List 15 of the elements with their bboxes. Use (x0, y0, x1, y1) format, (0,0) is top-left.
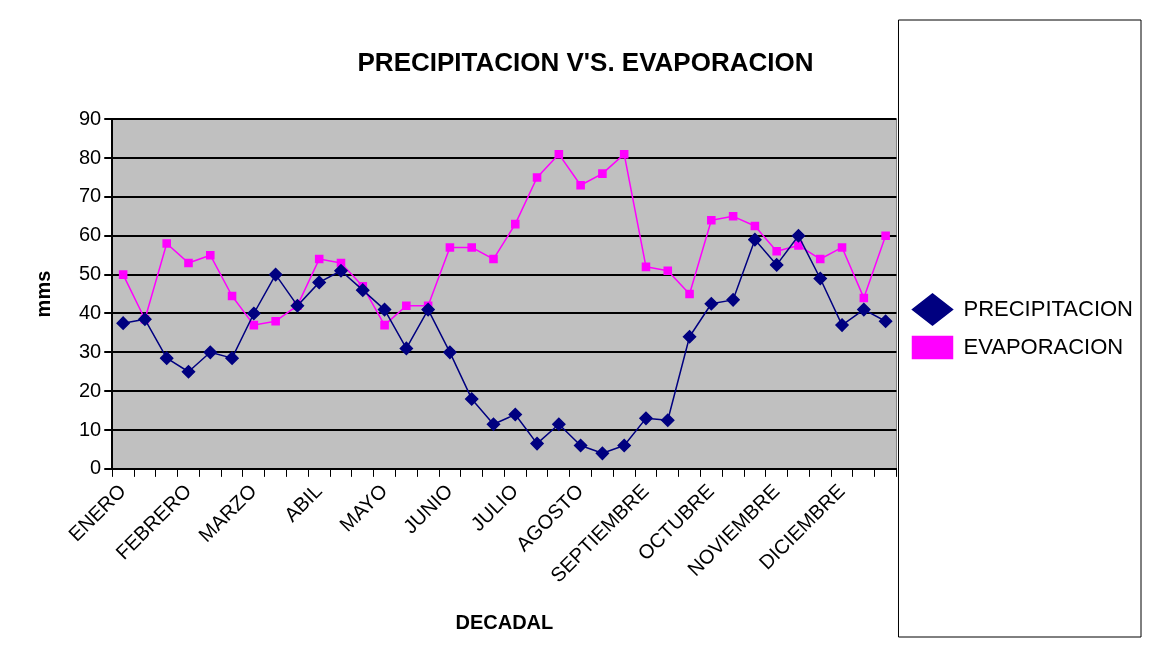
y-axis-title: mms (31, 270, 54, 318)
y-tick-label: 70 (79, 184, 102, 207)
y-tick-label: 20 (79, 378, 102, 401)
chart-title: PRECIPITACION V'S. EVAPORACION (357, 46, 814, 77)
legend-label: PRECIPITACION (963, 295, 1134, 321)
y-tick-label: 0 (90, 456, 102, 479)
y-tick-label: 80 (79, 145, 102, 168)
y-tick-label: 10 (79, 417, 102, 440)
y-tick-label: 50 (79, 262, 102, 285)
legend-label: EVAPORACION (963, 333, 1124, 359)
y-tick-label: 30 (79, 339, 102, 362)
x-axis-title: DECADAL (455, 610, 554, 633)
y-tick-label: 40 (79, 300, 102, 323)
y-tick-label: 90 (79, 106, 102, 129)
y-tick-label: 60 (79, 223, 102, 246)
